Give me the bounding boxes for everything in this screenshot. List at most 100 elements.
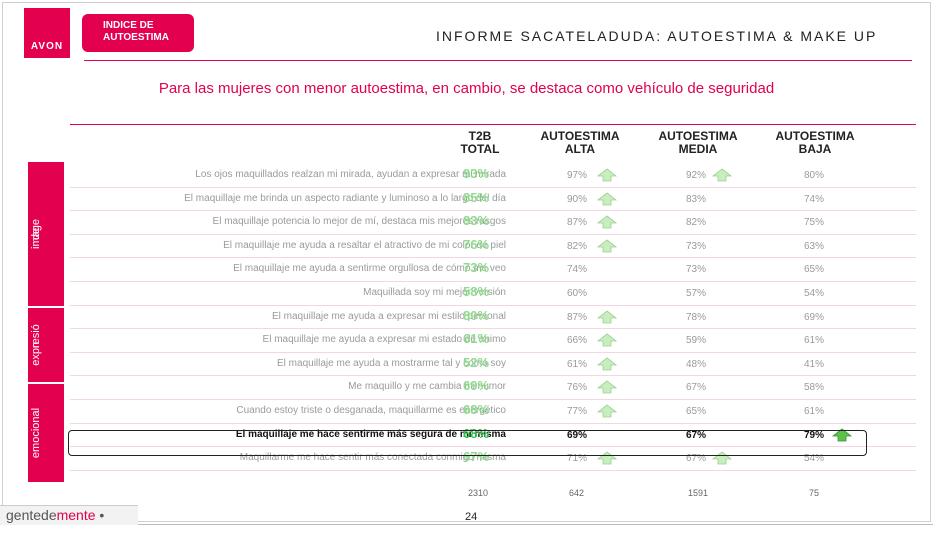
media-value: 57% <box>686 288 707 299</box>
media-value: 67% <box>686 453 707 465</box>
row-statement: Cuando estoy triste o desganada, maquill… <box>236 405 506 416</box>
table-row: El maquillaje me ayuda a resaltar el atr… <box>70 235 916 259</box>
up-arrow-icon <box>597 215 617 229</box>
row-statement: Maquillada soy mi mejor versión <box>363 287 506 298</box>
row-statement: El maquillaje me hace sentirme más segur… <box>235 428 506 440</box>
footer-brand-bar <box>0 505 138 525</box>
logo-text: AVON <box>30 41 64 52</box>
t2b-total-value: 68% <box>463 402 490 417</box>
t2b-total-value: 93% <box>463 166 490 181</box>
slide-subtitle: Para las mujeres con menor autoestima, e… <box>158 80 775 97</box>
table-row: Cuando estoy triste o desganada, maquill… <box>70 400 916 424</box>
table-row: El maquillaje potencia lo mejor de mí, d… <box>70 211 916 235</box>
media-value: 73% <box>686 264 707 276</box>
table-row: Maquillada soy mi mejor versión 58% 60% 57%… <box>70 282 916 306</box>
up-arrow-icon <box>597 239 617 253</box>
media-value: 65% <box>686 406 707 417</box>
column-header-line: ALTA <box>564 142 596 156</box>
alta-value: 76% <box>567 382 588 394</box>
alta-value: 97% <box>567 170 588 181</box>
media-value: 48% <box>686 358 707 370</box>
t2b-total-value: 83% <box>463 213 490 229</box>
table-row: Los ojos maquillados realzan mi mirada, … <box>70 164 916 188</box>
table-row: El maquillaje me ayuda a expresar mi est… <box>70 329 916 353</box>
alta-value: 77% <box>567 406 588 417</box>
row-statement: Maquillarme me hace sentir más conectada… <box>239 452 506 464</box>
up-arrow-icon <box>597 357 617 371</box>
up-arrow-icon <box>832 428 852 441</box>
baja-value: 54% <box>804 288 825 299</box>
badge-line-1: INDICE DE <box>103 20 154 31</box>
base-alta: 642 <box>569 488 585 498</box>
baja-value: 58% <box>804 382 825 394</box>
t2b-total-value: 73% <box>463 260 490 276</box>
t2b-total-value: 68% <box>463 425 490 441</box>
group-catalizador-emocional: Catalizador emocional <box>18 384 64 482</box>
badge-line-2: AUTOESTIMA <box>103 32 169 43</box>
baja-value: 80% <box>804 170 825 181</box>
baja-value: 54% <box>804 453 825 465</box>
avon-logo: AVON <box>24 8 70 58</box>
t2b-total-value: 69% <box>463 378 490 394</box>
up-arrow-icon <box>712 451 732 465</box>
column-header-media: AUTOESTIMA MEDIA <box>653 130 743 156</box>
alta-value: 87% <box>567 217 588 229</box>
up-arrow-icon <box>597 310 617 323</box>
row-statement: El maquillaje me ayuda a expresar mi est… <box>262 334 506 346</box>
row-statement: El maquillaje potencia lo mejor de mí, d… <box>212 216 506 228</box>
t2b-total-value: 61% <box>463 331 490 347</box>
column-header-line: TOTAL <box>460 142 500 156</box>
row-statement: Me maquillo y me cambia mi humor <box>348 381 506 393</box>
alta-value: 74% <box>567 264 588 276</box>
alta-value: 71% <box>567 453 588 465</box>
media-value: 59% <box>686 335 707 347</box>
baja-value: 41% <box>804 358 825 370</box>
table-row: El maquillaje me hace sentirme más segur… <box>70 424 916 448</box>
t2b-total-value: 80% <box>463 307 490 323</box>
report-title: INFORME SACATELADUDA: AUTOESTIMA & MAKE … <box>436 28 878 44</box>
media-value: 82% <box>686 217 707 229</box>
column-header-line: BAJA <box>798 142 832 156</box>
row-statement: Los ojos maquillados realzan mi mirada, … <box>195 169 506 180</box>
row-statement: El maquillaje me ayuda a mostrarme tal y… <box>277 357 506 369</box>
group-medio-de-expresion: Medio de expresió n <box>18 308 64 382</box>
media-value: 83% <box>686 193 707 205</box>
t2b-total-value: 67% <box>463 449 490 465</box>
up-arrow-icon <box>597 168 617 182</box>
column-header-line: T2B <box>468 129 492 143</box>
header-divider <box>84 60 912 61</box>
table-row: El maquillaje me ayuda a mostrarme tal y… <box>70 353 916 377</box>
row-statement: El maquillaje me brinda un aspecto radia… <box>184 192 506 204</box>
column-header-alta: AUTOESTIMA ALTA <box>535 130 625 156</box>
up-arrow-icon <box>597 192 617 205</box>
column-header-baja: AUTOESTIMA BAJA <box>770 130 860 156</box>
baja-value: 74% <box>804 193 825 205</box>
index-badge: INDICE DE AUTOESTIMA <box>82 14 194 52</box>
row-statement: El maquillaje me ayuda a resaltar el atr… <box>223 239 506 251</box>
up-arrow-icon <box>597 404 617 418</box>
table-row: El maquillaje me brinda un aspecto radia… <box>70 188 916 212</box>
media-value: 73% <box>686 240 707 252</box>
up-arrow-icon <box>597 333 617 347</box>
up-arrow-icon <box>597 380 617 394</box>
media-value: 67% <box>686 382 707 394</box>
baja-value: 69% <box>804 311 825 323</box>
table-top-border <box>70 124 916 125</box>
baja-value: 61% <box>804 406 825 417</box>
alta-value: 60% <box>567 288 588 299</box>
baja-value: 63% <box>804 240 825 252</box>
table-row: Maquillarme me hace sentir más conectada… <box>70 447 916 471</box>
row-statement: El maquillaje me ayuda a expresar mi est… <box>271 310 506 322</box>
row-statement: El maquillaje me ayuda a sentirme orgull… <box>233 263 506 275</box>
highlight-row-frame <box>68 430 867 456</box>
up-arrow-icon <box>712 168 732 182</box>
table-row: Me maquillo y me cambia mi humor 69% 76% 67… <box>70 376 916 400</box>
alta-value: 66% <box>567 335 588 347</box>
alta-value: 87% <box>567 311 588 323</box>
table-row: El maquillaje me ayuda a expresar mi est… <box>70 306 916 330</box>
column-header-line: AUTOESTIMA <box>775 129 855 143</box>
group-potenciador-de-imagen: Potenciador de image <box>18 162 64 306</box>
alta-value: 82% <box>567 240 588 252</box>
alta-value: 90% <box>567 193 588 205</box>
gentedemente-logo: gentedemente • <box>6 507 105 523</box>
